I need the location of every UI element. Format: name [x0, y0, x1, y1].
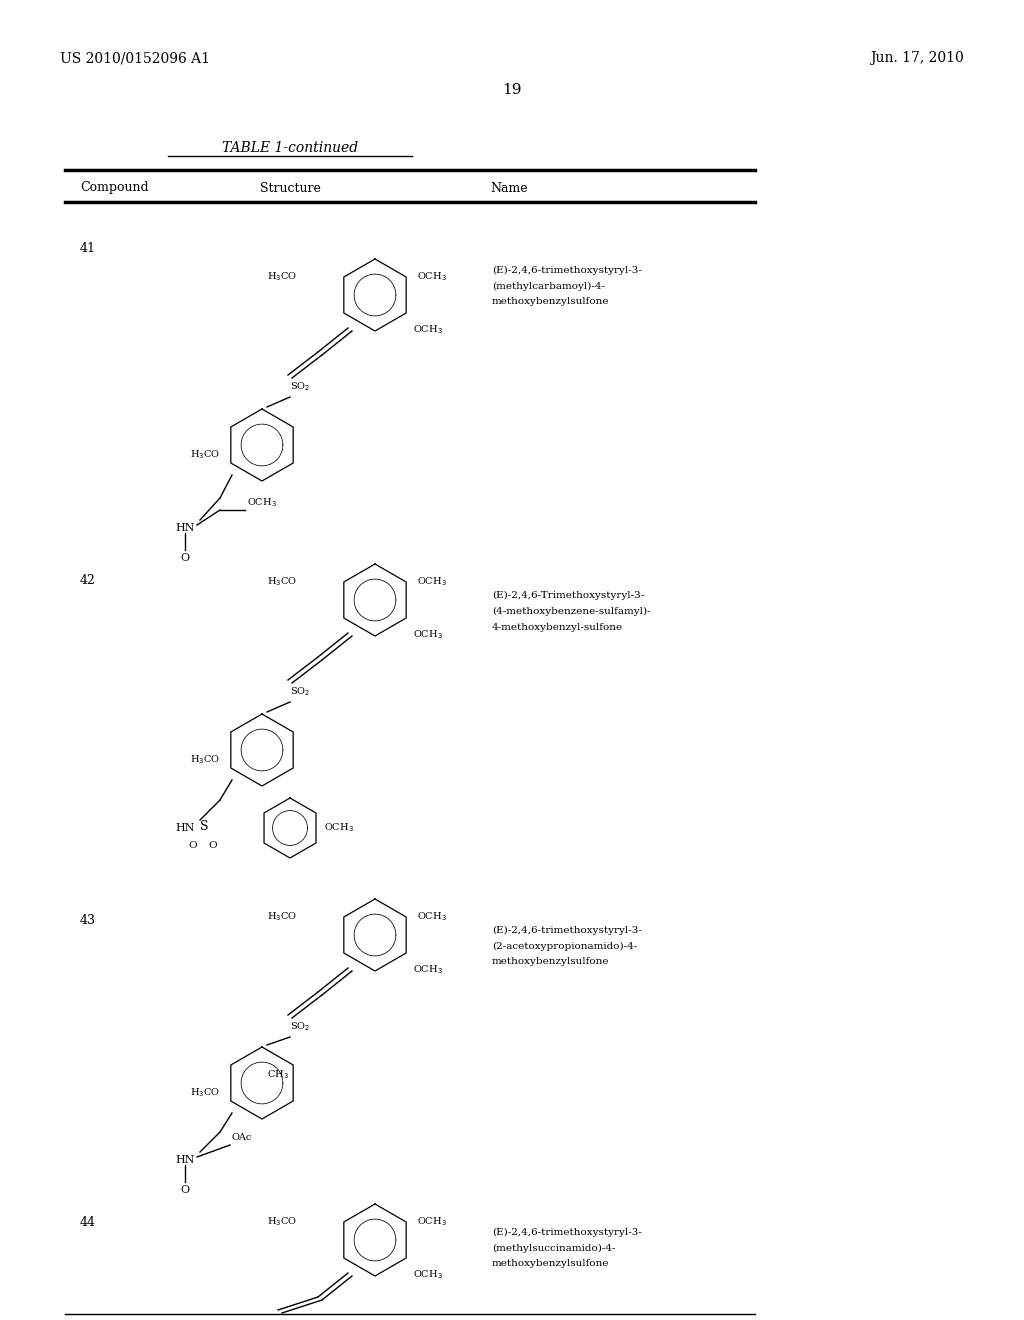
- Text: US 2010/0152096 A1: US 2010/0152096 A1: [60, 51, 210, 65]
- Text: OCH$_3$: OCH$_3$: [417, 1216, 446, 1229]
- Text: O: O: [188, 841, 198, 850]
- Text: methoxybenzylsulfone: methoxybenzylsulfone: [492, 1259, 609, 1269]
- Text: 42: 42: [80, 573, 96, 586]
- Text: 4-methoxybenzyl-sulfone: 4-methoxybenzyl-sulfone: [492, 623, 624, 631]
- Text: HN: HN: [175, 822, 195, 833]
- Text: SO$_2$: SO$_2$: [290, 380, 310, 393]
- Text: S: S: [200, 820, 209, 833]
- Text: H$_3$CO: H$_3$CO: [189, 1086, 220, 1100]
- Text: H$_3$CO: H$_3$CO: [267, 576, 297, 589]
- Text: H$_3$CO: H$_3$CO: [189, 754, 220, 767]
- Text: (4-methoxybenzene-sulfamyl)-: (4-methoxybenzene-sulfamyl)-: [492, 606, 650, 615]
- Text: OCH$_3$: OCH$_3$: [413, 628, 442, 642]
- Text: H$_3$CO: H$_3$CO: [189, 449, 220, 462]
- Text: (E)-2,4,6-trimethoxystyryl-3-: (E)-2,4,6-trimethoxystyryl-3-: [492, 265, 642, 275]
- Text: (2-acetoxypropionamido)-4-: (2-acetoxypropionamido)-4-: [492, 941, 637, 950]
- Text: O: O: [209, 841, 217, 850]
- Text: 41: 41: [80, 242, 96, 255]
- Text: OCH$_3$: OCH$_3$: [417, 911, 446, 924]
- Text: OCH$_3$: OCH$_3$: [413, 323, 442, 337]
- Text: H$_3$CO: H$_3$CO: [267, 1216, 297, 1229]
- Text: 43: 43: [80, 913, 96, 927]
- Text: H$_3$CO: H$_3$CO: [267, 911, 297, 924]
- Text: (methylcarbamoyl)-4-: (methylcarbamoyl)-4-: [492, 281, 605, 290]
- Text: OCH$_3$: OCH$_3$: [413, 1269, 442, 1282]
- Text: SO$_2$: SO$_2$: [290, 685, 310, 698]
- Text: O: O: [180, 553, 189, 564]
- Text: (E)-2,4,6-Trimethoxystyryl-3-: (E)-2,4,6-Trimethoxystyryl-3-: [492, 590, 644, 599]
- Text: HN: HN: [175, 1155, 195, 1166]
- Text: HN: HN: [175, 523, 195, 533]
- Text: CH$_3$: CH$_3$: [267, 1069, 289, 1081]
- Text: SO$_2$: SO$_2$: [290, 1020, 310, 1034]
- Text: Compound: Compound: [80, 181, 148, 194]
- Text: O: O: [180, 1185, 189, 1195]
- Text: Structure: Structure: [259, 181, 321, 194]
- Text: methoxybenzylsulfone: methoxybenzylsulfone: [492, 297, 609, 306]
- Text: OAc: OAc: [232, 1134, 252, 1143]
- Text: TABLE 1-continued: TABLE 1-continued: [222, 141, 358, 154]
- Text: H$_3$CO: H$_3$CO: [267, 271, 297, 284]
- Text: methoxybenzylsulfone: methoxybenzylsulfone: [492, 957, 609, 966]
- Text: 44: 44: [80, 1216, 96, 1229]
- Text: (E)-2,4,6-trimethoxystyryl-3-: (E)-2,4,6-trimethoxystyryl-3-: [492, 925, 642, 935]
- Text: OCH$_3$: OCH$_3$: [417, 576, 446, 589]
- Text: (methylsuccinamido)-4-: (methylsuccinamido)-4-: [492, 1243, 615, 1253]
- Text: (E)-2,4,6-trimethoxystyryl-3-: (E)-2,4,6-trimethoxystyryl-3-: [492, 1228, 642, 1237]
- Text: OCH$_3$: OCH$_3$: [413, 964, 442, 977]
- Text: 19: 19: [502, 83, 522, 96]
- Text: OCH$_3$: OCH$_3$: [247, 496, 276, 510]
- Text: Name: Name: [490, 181, 527, 194]
- Text: Jun. 17, 2010: Jun. 17, 2010: [870, 51, 964, 65]
- Text: OCH$_3$: OCH$_3$: [324, 821, 354, 834]
- Text: OCH$_3$: OCH$_3$: [417, 271, 446, 284]
